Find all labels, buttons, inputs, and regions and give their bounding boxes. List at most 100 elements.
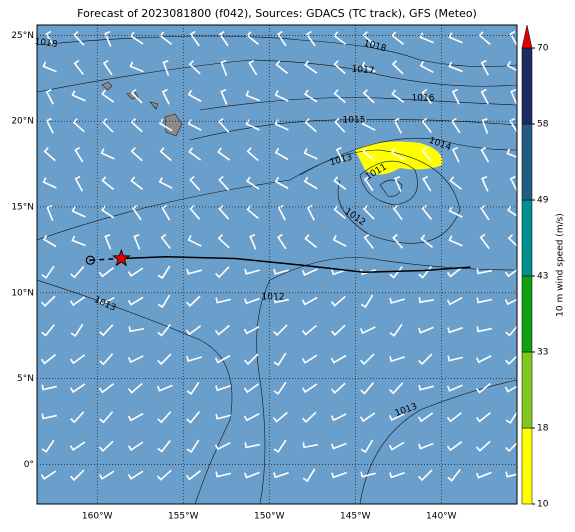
wind-barb: [334, 117, 346, 133]
wind-barb: [446, 267, 462, 278]
wind-barb: [330, 382, 346, 394]
wind-barb: [159, 147, 172, 162]
wind-barb: [186, 411, 201, 424]
wind-barb: [272, 411, 288, 423]
colorbar-segment: [521, 427, 533, 505]
wind-barb: [188, 147, 202, 161]
wind-barb: [362, 89, 375, 104]
wind-barb: [127, 470, 144, 480]
wind-barb: [246, 147, 259, 162]
wind-barb: [506, 60, 517, 72]
wind-barb: [333, 176, 347, 190]
wind-barb: [388, 441, 405, 451]
wind-barb: [188, 60, 201, 75]
wind-barb: [447, 326, 463, 334]
wind-barb: [243, 383, 260, 394]
colorbar-tick-label: 18: [537, 424, 549, 434]
wind-barb: [359, 326, 376, 335]
wind-barb: [475, 411, 491, 423]
wind-barb: [360, 382, 375, 395]
wind-barb: [244, 471, 260, 479]
wind-barb: [69, 354, 86, 365]
wind-barb: [360, 294, 374, 309]
wind-barb: [388, 413, 405, 421]
wind-barb: [394, 175, 402, 192]
wind-barb: [301, 383, 318, 394]
wind-barb: [186, 268, 202, 275]
wind-barb: [305, 30, 316, 47]
wind-barb: [159, 31, 173, 45]
wind-barb: [505, 471, 517, 478]
wind-barb: [360, 439, 374, 454]
wind-barb: [476, 297, 493, 304]
wind-barb: [504, 355, 517, 365]
isobar-label: 1016: [412, 94, 435, 104]
wind-barb: [186, 295, 201, 308]
wind-barb: [389, 471, 405, 479]
wind-barb: [98, 383, 115, 394]
y-tick-label: 10°N: [11, 288, 34, 298]
wind-barb: [42, 177, 57, 189]
wind-barb: [189, 204, 201, 220]
wind-barb: [393, 117, 402, 134]
wind-barb: [101, 205, 115, 219]
wind-barb: [215, 471, 231, 478]
wind-barb: [40, 470, 57, 481]
wind-barb: [214, 354, 231, 364]
wind-barb: [480, 146, 490, 163]
wind-barb: [71, 90, 86, 102]
wind-barb: [100, 148, 115, 160]
wind-barb: [157, 265, 171, 280]
wind-barb: [244, 353, 259, 366]
chart-title: Forecast of 2023081800 (f042), Sources: …: [77, 7, 477, 20]
wind-barb: [185, 325, 202, 336]
wind-barb: [306, 204, 315, 221]
wind-barb: [302, 468, 316, 483]
wind-barb: [392, 233, 404, 249]
wind-barb: [162, 60, 170, 76]
wind-barb: [157, 353, 172, 366]
wind-barb: [509, 30, 517, 47]
wind-barb: [362, 31, 375, 46]
storm-position: [112, 248, 131, 267]
wind-barb: [69, 383, 86, 394]
wind-barb: [392, 204, 403, 221]
wind-barb: [420, 234, 434, 248]
wind-barb: [99, 353, 114, 366]
wind-barb: [362, 147, 375, 161]
wind-barb: [448, 32, 463, 44]
wind-barb: [504, 268, 517, 278]
wind-barb: [505, 410, 517, 425]
wind-barb: [331, 442, 347, 450]
y-tick-label: 15°N: [11, 202, 34, 212]
wind-barb: [41, 295, 56, 308]
wind-barb: [43, 147, 56, 162]
wind-barb: [41, 413, 58, 420]
wind-barb: [389, 382, 404, 395]
colorbar-segment: [521, 123, 533, 201]
wind-barb: [451, 88, 460, 105]
wind-barb: [391, 89, 405, 103]
wind-barb: [330, 295, 346, 307]
wind-barb: [478, 31, 491, 46]
wind-barb: [304, 118, 317, 133]
wind-barb: [481, 175, 489, 192]
wind-barb: [330, 354, 347, 364]
wind-barb: [156, 469, 172, 481]
wind-barb: [421, 204, 433, 220]
wind-barb: [274, 147, 289, 161]
wind-barb: [127, 267, 144, 278]
isobar: [359, 379, 517, 504]
wind-barb: [479, 204, 490, 221]
wind-barb: [509, 117, 517, 134]
wind-barb: [186, 381, 200, 395]
track-forecast: [121, 256, 471, 273]
wind-barb: [476, 268, 493, 275]
wind-barb: [41, 265, 55, 279]
wind-barb: [70, 411, 85, 424]
wind-barb: [304, 234, 317, 248]
wind-barb: [505, 325, 517, 337]
wind-barb: [301, 354, 318, 364]
wind-barb: [418, 353, 433, 366]
wind-barb: [161, 204, 171, 221]
